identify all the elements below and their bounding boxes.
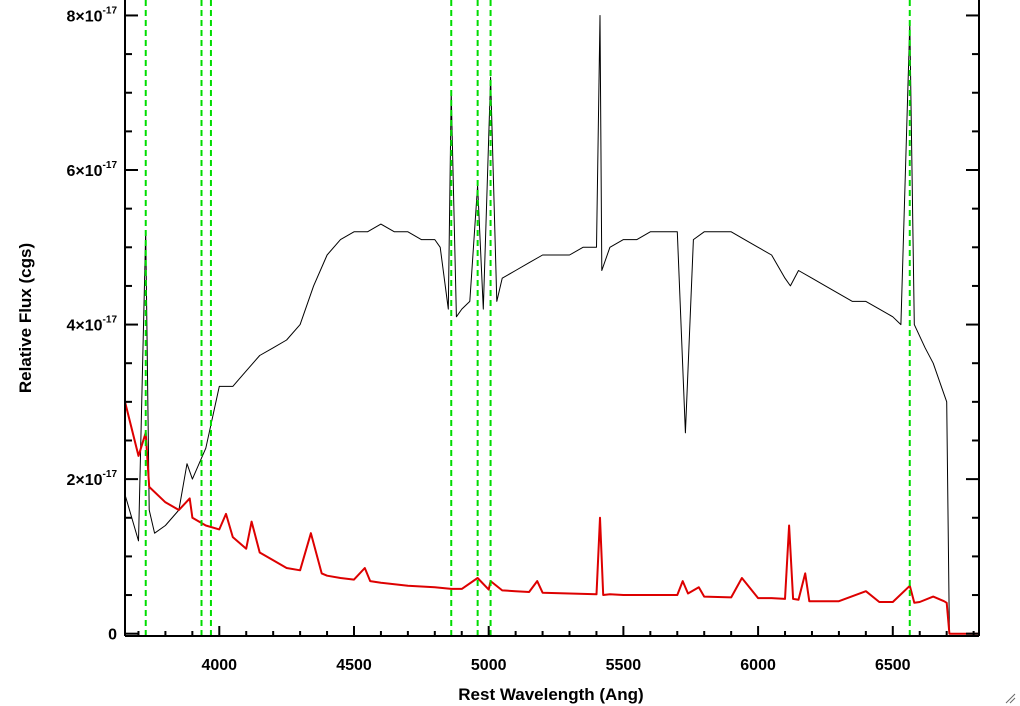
- x-tick-label: 4000: [201, 657, 237, 674]
- x-tick-label: 6000: [740, 657, 776, 674]
- y-tick-label: 2×10-17: [67, 469, 118, 489]
- y-tick-label: 4×10-17: [67, 315, 118, 335]
- x-tick-label: 5000: [471, 657, 507, 674]
- reference-lines: [144, 0, 911, 636]
- series-line-1: [125, 15, 979, 635]
- resize-grip-icon[interactable]: [1004, 692, 1016, 704]
- y-tick-label: 0: [108, 627, 117, 644]
- tick-labels: 4000 4500 5000 5500 6000 6500 0 2×10-17 4×10-17 6…: [67, 5, 911, 674]
- y-axis-label: Relative Flux (cgs): [16, 243, 35, 393]
- series-layer: [125, 15, 979, 635]
- x-tick-label: 6500: [875, 657, 911, 674]
- series-line-2: [125, 401, 979, 635]
- x-tick-label: 4500: [336, 657, 372, 674]
- x-tick-label: 5500: [606, 657, 642, 674]
- x-axis-label: Rest Wavelength (Ang): [458, 685, 643, 704]
- y-tick-label: 8×10-17: [67, 5, 118, 25]
- axes: [124, 0, 980, 637]
- y-tick-label: 6×10-17: [67, 160, 118, 180]
